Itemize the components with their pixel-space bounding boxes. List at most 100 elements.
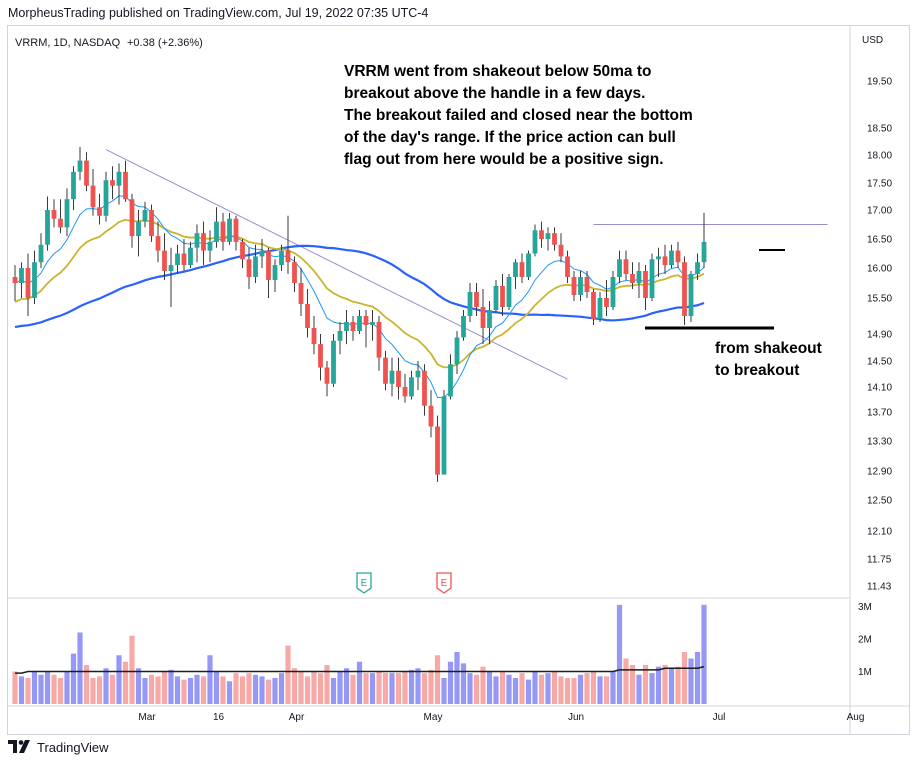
volume-bar — [38, 674, 44, 704]
candle — [84, 152, 89, 192]
volume-bar — [109, 674, 116, 704]
volume-tick-label: 3M — [858, 602, 872, 613]
volume-bar — [408, 669, 415, 704]
volume-bar — [577, 674, 584, 704]
candle-body — [604, 298, 609, 307]
volume-bar — [265, 679, 272, 704]
candle-body — [409, 377, 414, 397]
volume-bar — [161, 671, 168, 704]
candle-body — [662, 256, 668, 266]
volume-bar — [402, 671, 408, 704]
volume-bar — [681, 652, 688, 704]
candle — [129, 193, 135, 248]
volume-tick-label: 1M — [858, 667, 872, 678]
candle — [103, 171, 109, 222]
candle-body — [331, 340, 336, 384]
price-tick-label: 13.30 — [867, 437, 892, 448]
candle — [227, 212, 232, 245]
descending-trendline[interactable] — [105, 149, 568, 380]
candle — [350, 316, 356, 341]
volume-bar — [525, 679, 532, 704]
candle-body — [513, 262, 518, 277]
candle — [32, 250, 37, 304]
candle — [214, 207, 219, 248]
candle — [181, 239, 187, 271]
volume-bar — [454, 652, 460, 704]
candle — [376, 316, 382, 371]
candle-body — [584, 277, 590, 292]
candle-body — [207, 241, 213, 251]
candle — [383, 350, 388, 391]
volume-bar — [116, 655, 122, 704]
volume-bar — [174, 676, 181, 704]
time-tick-label: May — [424, 712, 443, 723]
volume-bar — [64, 671, 70, 704]
volume-bar — [655, 666, 662, 704]
candles — [12, 146, 707, 482]
volume-bar — [558, 676, 564, 704]
volume-bar — [597, 676, 603, 704]
candle-body — [90, 185, 96, 208]
candle-body — [77, 160, 83, 172]
candle-body — [188, 247, 193, 266]
candle — [675, 241, 681, 268]
price-tick-label: 14.90 — [867, 330, 892, 341]
candle — [12, 265, 18, 301]
volume-bar — [636, 674, 642, 704]
candle-body — [643, 271, 648, 298]
candle-body — [103, 180, 109, 216]
candle — [175, 244, 180, 274]
candle-body — [558, 244, 564, 257]
candle — [493, 280, 499, 313]
volume-bar — [564, 678, 571, 704]
candle-body — [617, 259, 622, 277]
candle — [617, 250, 622, 283]
candle — [292, 256, 297, 292]
candle — [597, 292, 603, 322]
candle-body — [214, 221, 219, 242]
candle — [630, 262, 635, 289]
candle — [480, 289, 486, 345]
volume-bar — [83, 665, 90, 704]
earnings-marker-2[interactable]: E — [436, 572, 452, 594]
volume-bar — [90, 678, 96, 704]
volume-bar — [623, 658, 629, 704]
volume-bar — [311, 671, 317, 704]
candle — [623, 250, 629, 280]
volume-bar — [434, 655, 441, 704]
volume-bar — [155, 676, 161, 704]
ma-mid-line — [14, 218, 705, 369]
ema-short-line — [14, 195, 705, 398]
tradingview-logo[interactable]: TradingView — [8, 738, 109, 756]
candle-body — [311, 328, 317, 345]
candle-body — [701, 241, 707, 263]
tradingview-logo-text: TradingView — [37, 739, 109, 755]
candle — [649, 253, 655, 301]
volume-bar — [70, 653, 77, 704]
candle — [435, 415, 440, 482]
candle — [279, 244, 284, 271]
candle — [454, 331, 460, 374]
volume-bars — [12, 604, 707, 704]
candle-body — [279, 250, 284, 266]
candle-body — [259, 250, 265, 257]
volume-bar — [506, 674, 512, 704]
chart-frame — [7, 25, 910, 735]
candle-body — [597, 298, 603, 319]
side-annotation: from shakeout to breakout — [715, 340, 822, 379]
candle — [532, 224, 538, 257]
volume-bar — [603, 676, 610, 704]
volume-bar — [675, 666, 681, 704]
candle-body — [519, 262, 525, 277]
time-tick-label: Jul — [713, 712, 726, 723]
candle — [500, 274, 505, 316]
time-tick-label: Mar — [138, 712, 156, 723]
earnings-marker-1[interactable]: E — [356, 572, 372, 594]
candle-body — [630, 274, 635, 283]
candle — [571, 271, 577, 301]
candle — [441, 390, 447, 475]
candle — [207, 230, 213, 263]
volume-bar — [584, 673, 590, 704]
tradingview-logo-icon — [8, 740, 30, 753]
